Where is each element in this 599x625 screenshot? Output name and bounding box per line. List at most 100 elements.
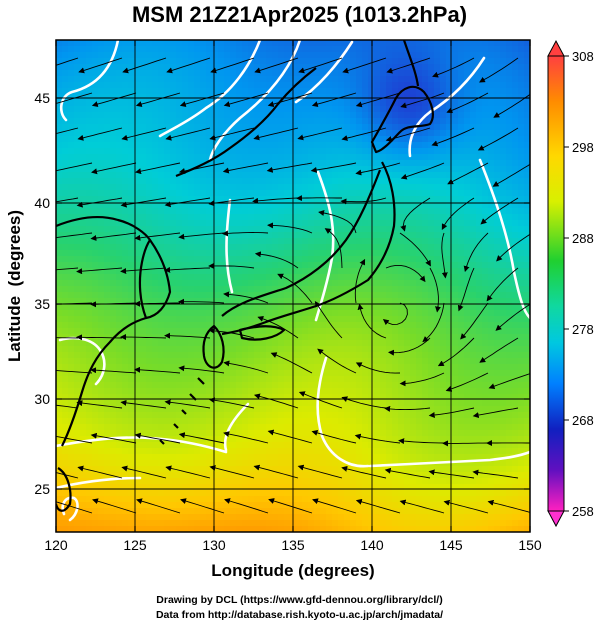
wind-streamline: [56, 92, 93, 104]
grid: [56, 40, 530, 532]
wind-streamline: [121, 465, 167, 479]
y-tick-label: 40: [34, 195, 50, 211]
wind-streamline: [120, 334, 167, 340]
credit-data-source: Data from http://database.rish.kyoto-u.a…: [155, 609, 444, 621]
wind-streamline: [400, 197, 431, 232]
wind-streamline: [354, 258, 366, 304]
coastline-russia: [175, 67, 317, 178]
wind-streamline: [443, 499, 489, 514]
wind-streamline: [223, 360, 269, 374]
wind-streamline: [164, 399, 211, 409]
wind-streamline: [164, 266, 211, 273]
wind-streamline: [399, 499, 445, 514]
wind-streamline: [398, 438, 445, 445]
wind-streamline: [56, 404, 79, 409]
wind-streamline: [253, 393, 299, 409]
wind-streamline: [76, 267, 123, 275]
colorbar-label: 268: [572, 413, 594, 428]
wind-streamline: [120, 197, 167, 208]
wind-streamline: [208, 262, 255, 269]
colorbar-label: 288: [572, 231, 594, 246]
wind-streamline: [428, 469, 475, 479]
wind-streamline: [252, 197, 299, 204]
wind-streamline: [355, 362, 401, 374]
wind-streamline: [179, 92, 225, 107]
wind-streamlines: [56, 57, 530, 514]
wind-streamline: [318, 210, 357, 234]
wind-streamline: [165, 465, 211, 479]
contour-line: [294, 40, 354, 104]
x-axis-label: Longitude (degrees): [211, 561, 374, 580]
wind-streamline: [223, 291, 269, 304]
contour-line: [368, 450, 530, 468]
y-tick-label: 45: [34, 90, 50, 106]
x-tick-label: 130: [202, 537, 226, 553]
wind-streamline: [477, 127, 519, 151]
wind-streamline: [311, 92, 357, 107]
coastline-hokkaido: [370, 85, 434, 154]
wind-streamline: [488, 373, 530, 390]
wind-streamline: [56, 162, 93, 172]
wind-streamline: [400, 162, 445, 180]
wind-streamline: [254, 57, 299, 74]
wind-streamline: [178, 365, 225, 374]
wind-streamline: [384, 405, 431, 412]
wind-streamline: [317, 348, 357, 374]
wind-streamline: [441, 197, 475, 230]
wind-streamline: [121, 127, 167, 141]
chart-title: MSM 21Z21Apr2025 (1013.2hPa): [131, 2, 468, 27]
wind-streamline: [223, 431, 269, 444]
wind-streamline: [428, 407, 475, 418]
colorbar-label: 308: [572, 49, 594, 64]
wind-streamline: [492, 163, 530, 187]
contour-line: [61, 496, 79, 522]
y-axis-label: Latitude (degrees): [5, 210, 24, 362]
wind-streamline: [297, 127, 343, 141]
wind-streamline: [267, 429, 313, 444]
wind-streamline: [178, 432, 225, 444]
wind-streamline: [479, 337, 519, 363]
wind-streamline: [460, 302, 489, 340]
wind-streamline: [342, 57, 387, 74]
wind-streamline: [311, 430, 357, 444]
contour-line: [478, 158, 530, 320]
wind-streamline: [253, 127, 299, 141]
wind-streamline: [341, 396, 387, 409]
temperature-field: [56, 40, 530, 532]
credit-drawing: Drawing by DCL (https://www.gfd-dennou.o…: [156, 594, 443, 606]
x-tick-label: 140: [360, 537, 384, 553]
wind-streamline: [267, 92, 313, 108]
coastline-shikoku: [238, 325, 286, 341]
wind-streamline: [166, 57, 211, 74]
wind-streamline: [254, 251, 299, 269]
axis-ticks: [55, 40, 531, 532]
wind-streamline: [463, 232, 489, 273]
wind-streamline: [120, 399, 167, 409]
x-tick-label: 150: [518, 537, 542, 553]
wind-streamline: [90, 432, 137, 444]
wind-streamline: [165, 127, 211, 141]
wind-streamline: [208, 397, 255, 409]
wind-streamline: [270, 352, 313, 374]
wind-streamline: [447, 162, 489, 185]
coastline-asia: [56, 216, 151, 447]
wind-streamline: [164, 332, 211, 339]
wind-streamline: [134, 232, 181, 241]
wind-streamline: [56, 267, 79, 271]
coastlines: [56, 40, 434, 512]
wind-streamline: [134, 432, 181, 444]
wind-streamline: [296, 195, 342, 202]
wind-streamline: [314, 300, 343, 339]
wind-streamline: [92, 498, 137, 514]
wind-streamline: [445, 372, 489, 392]
wind-streamline: [298, 391, 343, 409]
wind-streamline: [340, 197, 387, 205]
wind-streamline: [446, 92, 489, 114]
x-tick-label: 125: [123, 537, 147, 553]
coastline-kyushu: [202, 324, 225, 369]
wind-streamline: [56, 197, 79, 203]
wind-streamline: [76, 400, 123, 409]
wind-streamline: [209, 127, 255, 141]
wind-streamline: [122, 57, 167, 74]
